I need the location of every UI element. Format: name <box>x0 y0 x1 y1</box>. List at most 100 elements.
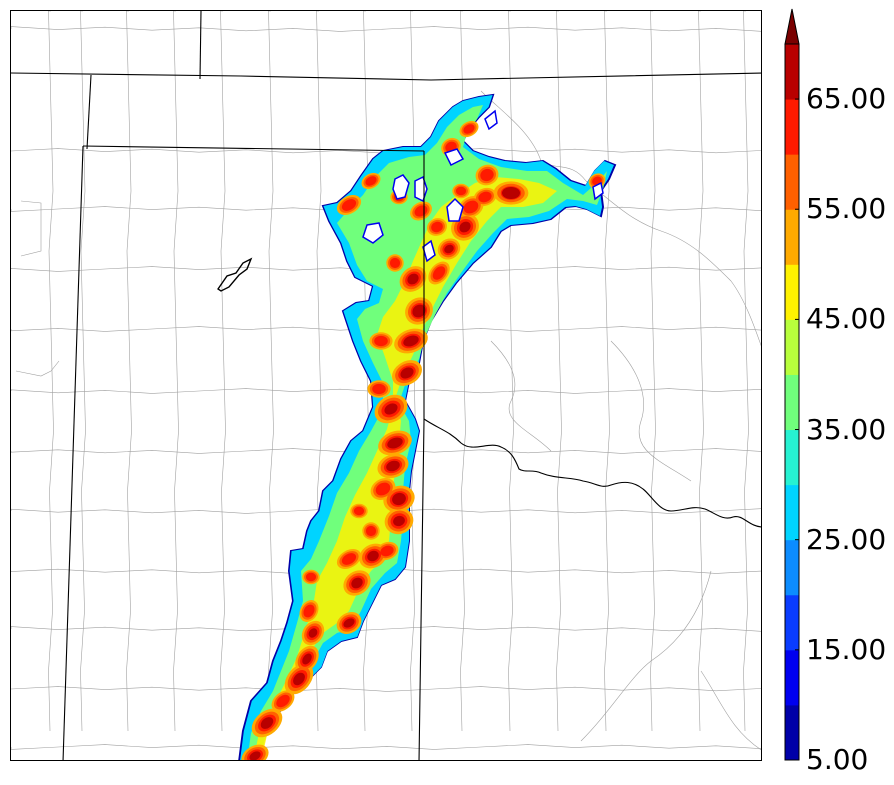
colorbar-band <box>785 44 799 100</box>
county-line <box>11 686 761 692</box>
storm-core-65dbz <box>392 492 406 506</box>
storm-cell-60dbz <box>276 694 290 708</box>
colorbar-band <box>785 484 799 541</box>
colorbar <box>784 8 800 761</box>
storm-clear-gap <box>362 222 384 244</box>
county-line <box>268 11 274 732</box>
storm-clear-gap <box>484 109 498 131</box>
reflectivity-contour-45dbz <box>253 177 557 760</box>
storm-cell-60dbz <box>380 545 394 557</box>
colorbar-extend-arrow <box>784 8 800 45</box>
storm-cell-60dbz <box>375 482 391 496</box>
storm-core-65dbz <box>502 187 520 199</box>
storm-core-65dbz <box>367 550 379 562</box>
county-line <box>173 11 179 732</box>
storm-core-65dbz <box>393 515 405 527</box>
storm-cell-60dbz <box>478 191 492 203</box>
colorbar-band <box>785 154 799 210</box>
state-border-north-edge <box>199 11 202 80</box>
colorbar-band <box>785 429 799 486</box>
state-border-panhandle-west <box>62 145 84 760</box>
colorbar-band <box>785 374 799 431</box>
county-line <box>11 388 761 394</box>
county-line <box>610 340 692 482</box>
storm-core-65dbz <box>260 717 274 729</box>
storm-cell-60dbz <box>389 257 401 269</box>
storm-core-65dbz <box>444 244 454 254</box>
county-line <box>11 626 761 632</box>
colorbar-tick-label: 15.00 <box>806 632 887 666</box>
state-border-east-vertical <box>418 151 425 760</box>
county-line <box>48 11 54 732</box>
colorbar-band <box>785 704 799 761</box>
county-line <box>743 11 749 732</box>
storm-core-65dbz <box>249 751 261 760</box>
county-line <box>604 11 610 732</box>
storm-core-65dbz <box>302 653 312 665</box>
storm-clear-gap <box>446 197 464 222</box>
storm-core-65dbz <box>387 437 403 449</box>
colorbar-band <box>785 649 799 706</box>
map-panel <box>10 10 762 761</box>
storm-core-65dbz <box>351 577 363 589</box>
storm-clear-gap <box>392 174 410 200</box>
reflectivity-map <box>11 11 761 760</box>
state-border-panhandle-top <box>82 145 425 152</box>
storm-cell-60dbz <box>455 186 467 196</box>
county-line <box>650 11 656 732</box>
storm-core-65dbz <box>400 367 414 379</box>
storm-cell-60dbz <box>463 124 475 134</box>
storm-clear-gap <box>443 148 465 167</box>
storm-cell-60dbz <box>431 221 443 233</box>
county-line <box>490 340 552 452</box>
county-line <box>556 11 562 732</box>
county-line <box>700 670 761 750</box>
county-line <box>220 11 226 732</box>
colorbar-band <box>785 594 799 651</box>
colorbar-tick-label: 55.00 <box>806 192 887 226</box>
storm-cell-60dbz <box>303 604 315 618</box>
storm-cell-60dbz <box>372 383 386 395</box>
storm-clear-gap <box>422 239 436 263</box>
storm-core-65dbz <box>407 273 419 285</box>
colorbar-band <box>785 264 799 320</box>
county-line <box>126 11 132 732</box>
county-line <box>580 570 712 742</box>
colorbar-frame <box>784 43 800 761</box>
storm-cell-60dbz <box>463 200 479 214</box>
lake-shoreline <box>217 257 253 292</box>
storm-core-65dbz <box>343 618 355 628</box>
county-line <box>20 200 42 257</box>
storm-cell-60dbz <box>480 168 494 182</box>
county-line <box>11 744 761 750</box>
colorbar-tick-label: 25.00 <box>806 522 887 556</box>
red-river-border <box>423 418 761 528</box>
county-line <box>698 11 704 732</box>
storm-reflectivity-band <box>238 93 617 760</box>
county-line <box>508 11 514 732</box>
county-line <box>480 90 761 347</box>
colorbar-tick-label: 65.00 <box>806 82 887 116</box>
county-lines <box>11 11 761 750</box>
storm-core-65dbz <box>293 672 305 686</box>
state-border-north <box>11 72 761 81</box>
storm-cell-60dbz <box>374 335 388 347</box>
storm-core-65dbz <box>403 335 419 347</box>
colorbar-band <box>785 319 799 375</box>
storm-core-65dbz <box>459 221 471 233</box>
county-line <box>11 26 761 32</box>
storm-cell-60dbz <box>341 199 357 211</box>
colorbar-band <box>785 539 799 596</box>
storm-core-65dbz <box>412 304 426 318</box>
county-line <box>80 11 86 732</box>
county-line <box>15 360 60 377</box>
storm-core-65dbz <box>384 403 398 415</box>
storm-cell-60dbz <box>305 572 317 582</box>
storm-clear-gap <box>592 181 604 201</box>
county-line <box>460 11 466 732</box>
state-border-kansas-west <box>86 74 92 150</box>
colorbar-tick-label: 45.00 <box>806 302 887 336</box>
storm-cell-60dbz <box>341 553 357 565</box>
storm-cell-60dbz <box>365 525 377 537</box>
storm-core-65dbz <box>386 460 400 472</box>
